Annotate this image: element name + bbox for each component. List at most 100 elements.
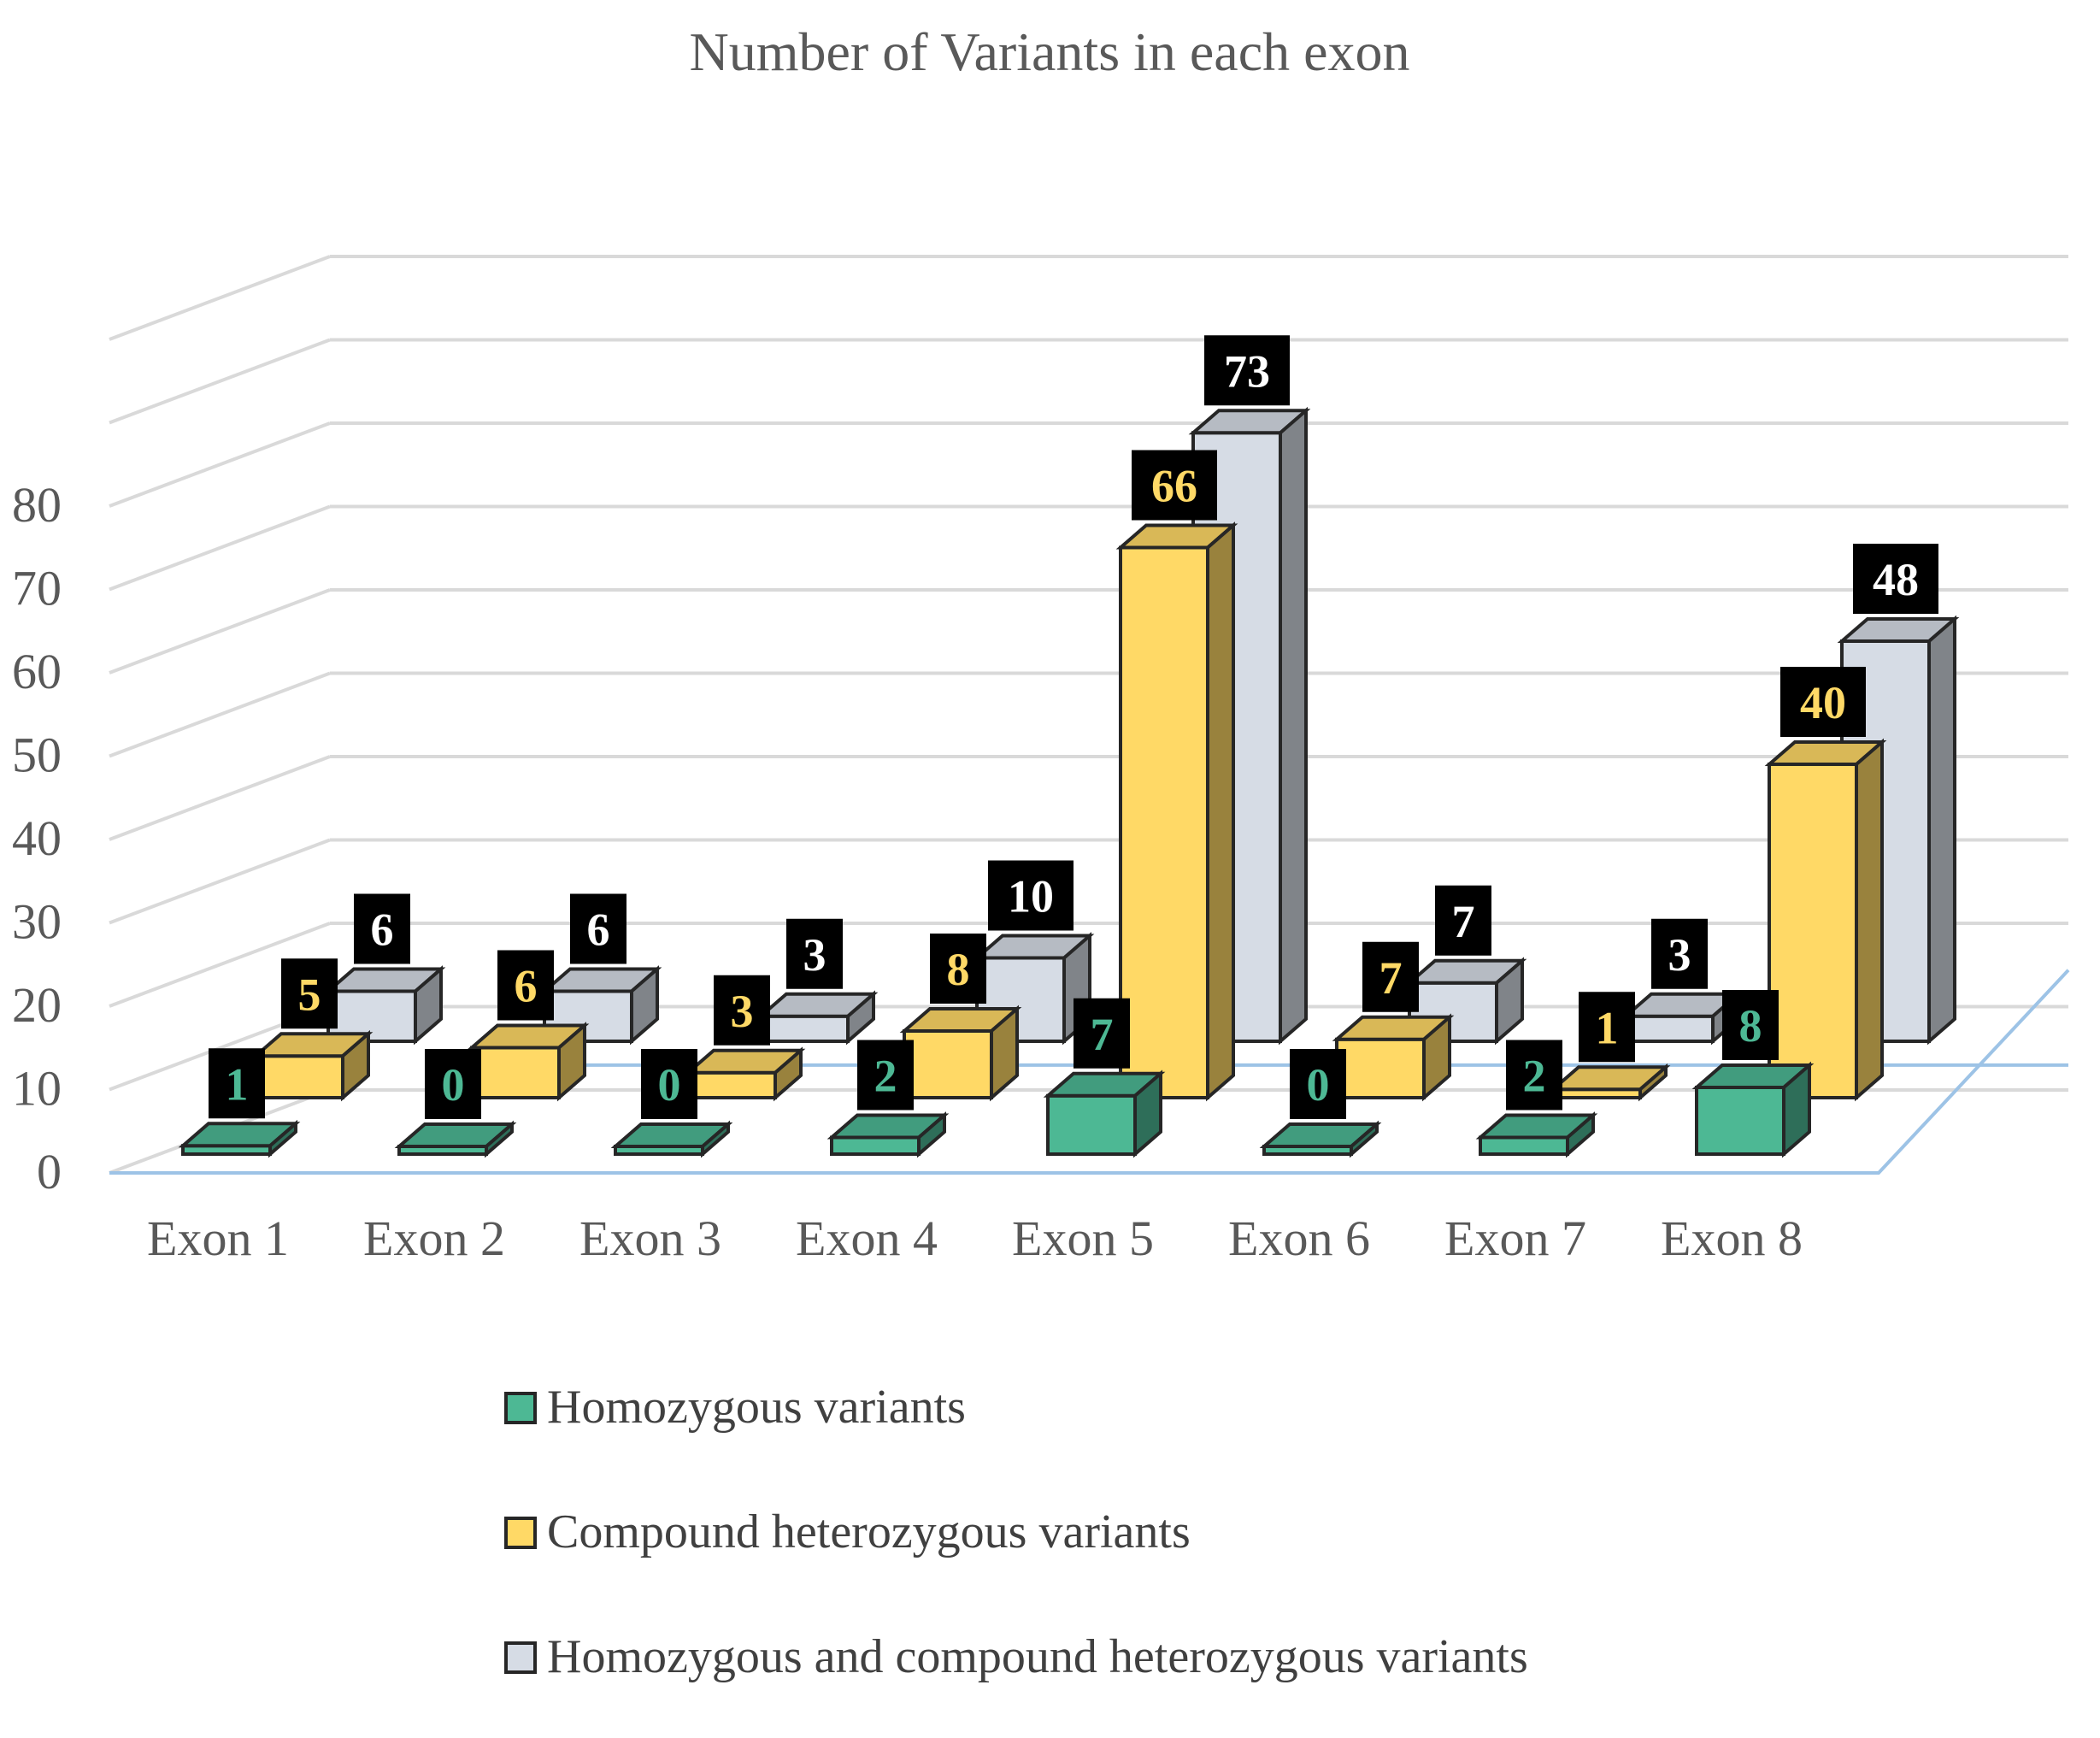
data-label: 7 [1435,885,1491,956]
x-tick-label: Exon 3 [579,1211,721,1266]
svg-text:48: 48 [1873,554,1919,605]
x-tick-label: Exon 5 [1012,1211,1154,1266]
x-axis: Exon 1 Exon 2 Exon 3 Exon 4 Exon 5 Exon 6 Exon… [147,1211,1803,1266]
y-tick-label: 20 [12,977,62,1033]
gridline-side [109,922,331,1008]
legend-label: Homozygous variants [547,1381,966,1434]
legend-label: Homozygous and compound heterozygous var… [547,1630,1528,1683]
bar [323,965,446,1046]
svg-text:8: 8 [947,944,970,995]
bar [1115,521,1238,1102]
legend-label: Compound heterozygous variants [547,1505,1191,1558]
bar [1332,1013,1455,1102]
data-label: 40 [1780,667,1866,737]
y-tick-label: 40 [12,810,62,866]
bar [1475,1111,1598,1158]
data-label: 73 [1204,335,1290,406]
data-label: 7 [1074,998,1130,1069]
bar [683,1046,806,1102]
bar [756,990,879,1046]
gridline-side [109,671,331,758]
gridline-side [109,504,331,592]
bar [899,1005,1022,1102]
x-tick-label: Exon 4 [796,1211,938,1266]
gridline-side [109,255,331,341]
data-label: 2 [857,1040,914,1111]
svg-text:7: 7 [1452,896,1475,947]
data-label: 0 [641,1049,697,1119]
bar [1764,738,1887,1102]
data-label: 3 [1651,918,1708,989]
gridline-side [109,588,331,675]
gridline-side [109,338,331,425]
data-label: 0 [1290,1049,1346,1119]
data-label: 2 [1506,1040,1562,1111]
data-label: 10 [988,860,1074,931]
data-label: 6 [354,893,410,964]
y-tick-label: 60 [12,644,62,699]
data-label: 7 [1362,941,1419,1012]
x-tick-label: Exon 1 [147,1211,289,1266]
y-tick-label: 70 [12,561,62,616]
legend-swatch [504,1392,537,1424]
y-tick-label: 30 [12,894,62,950]
data-label: 5 [281,958,338,1029]
svg-text:6: 6 [371,904,394,956]
svg-text:3: 3 [731,986,754,1037]
gridline-side [109,838,331,925]
data-label: 3 [714,975,770,1046]
legend-swatch [504,1517,537,1549]
svg-text:66: 66 [1151,461,1197,512]
legend-swatch [504,1641,537,1674]
x-tick-label: Exon 7 [1444,1211,1586,1266]
y-tick-label: 80 [12,477,62,533]
bar [467,1022,590,1102]
data-label: 8 [1722,990,1779,1060]
data-label: 1 [209,1048,265,1119]
svg-text:0: 0 [442,1059,465,1111]
y-tick-label: 10 [12,1061,62,1116]
svg-text:5: 5 [298,969,321,1020]
bar [1691,1061,1815,1158]
svg-text:8: 8 [1739,1000,1762,1052]
svg-text:3: 3 [1668,929,1691,981]
bar [1043,1069,1166,1158]
x-tick-label: Exon 8 [1661,1211,1803,1266]
bars [178,406,1960,1158]
data-label: 66 [1132,450,1217,521]
x-tick-label: Exon 6 [1228,1211,1370,1266]
svg-text:0: 0 [658,1059,681,1111]
bar [178,1119,301,1158]
svg-text:2: 2 [874,1051,897,1102]
svg-text:1: 1 [226,1058,249,1110]
data-label: 48 [1853,544,1938,614]
bar [394,1120,517,1158]
legend: Homozygous variants Compound heterozygous… [504,1381,1528,1683]
svg-text:10: 10 [1008,871,1054,922]
svg-text:3: 3 [803,929,826,981]
bar [250,1029,374,1102]
bar [539,965,662,1046]
svg-text:6: 6 [515,961,538,1012]
svg-text:7: 7 [1379,952,1403,1004]
x-tick-label: Exon 2 [363,1211,505,1266]
data-label: 6 [570,893,626,964]
data-label: 0 [425,1049,481,1119]
svg-text:7: 7 [1091,1009,1114,1060]
gridline-side [109,755,331,841]
svg-text:0: 0 [1307,1059,1330,1111]
svg-text:73: 73 [1224,345,1270,397]
bar [1259,1120,1382,1158]
bar [1548,1063,1671,1102]
gridline-side [109,421,331,508]
y-axis: 0 10 20 30 40 50 60 70 80 [12,477,62,1199]
bar [1621,990,1744,1046]
data-label: 1 [1579,992,1635,1063]
data-label: 8 [930,934,986,1004]
data-label: 6 [497,950,554,1021]
bar [610,1120,733,1158]
floor-edge [109,969,2070,1175]
y-tick-label: 0 [37,1144,62,1199]
